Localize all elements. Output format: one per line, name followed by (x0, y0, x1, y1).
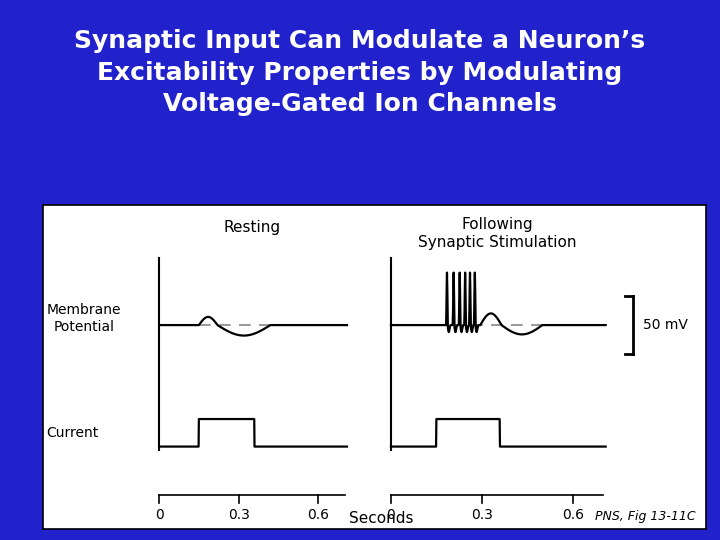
Text: Synaptic Input Can Modulate a Neuron’s
Excitability Properties by Modulating
Vol: Synaptic Input Can Modulate a Neuron’s E… (74, 29, 646, 117)
Text: Membrane
Potential: Membrane Potential (47, 303, 121, 334)
Text: 0.3: 0.3 (228, 508, 250, 522)
Text: 0: 0 (387, 508, 395, 522)
Text: 50 mV: 50 mV (643, 318, 688, 332)
Text: Following
Synaptic Stimulation: Following Synaptic Stimulation (418, 217, 576, 249)
Text: 0: 0 (155, 508, 163, 522)
Text: 0.6: 0.6 (562, 508, 584, 522)
Text: PNS, Fig 13-11C: PNS, Fig 13-11C (595, 510, 696, 523)
Text: 0.3: 0.3 (471, 508, 492, 522)
Text: Seconds: Seconds (348, 511, 413, 526)
Text: Current: Current (47, 426, 99, 440)
Text: Resting: Resting (223, 220, 280, 235)
Text: 0.6: 0.6 (307, 508, 329, 522)
